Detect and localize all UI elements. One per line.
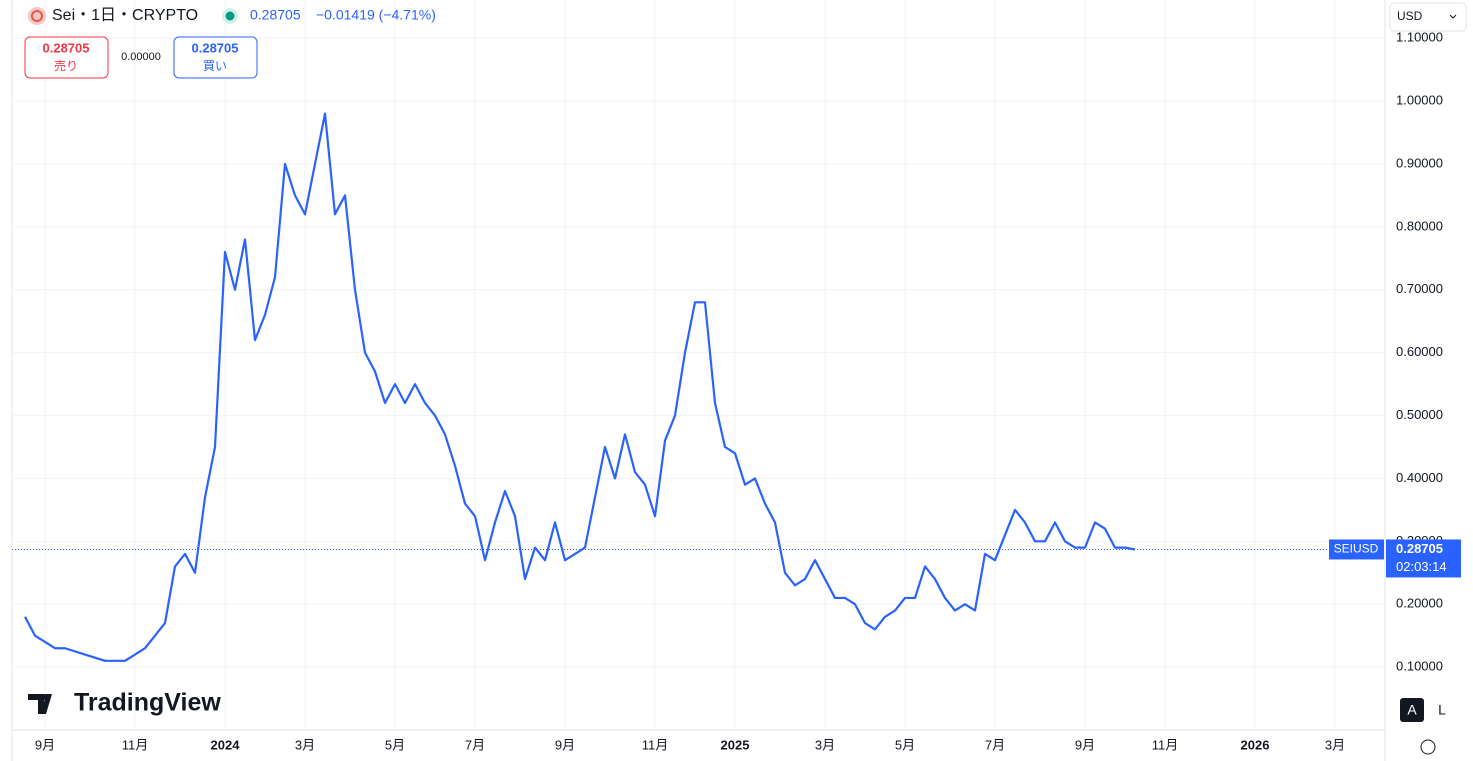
last-price: 0.28705 xyxy=(250,7,301,23)
y-tick-label: 0.10000 xyxy=(1396,659,1443,674)
sell-price: 0.28705 xyxy=(43,40,90,55)
symbol-tag xyxy=(1329,539,1384,560)
auto-scale-label: A xyxy=(1407,702,1417,718)
tv-logo xyxy=(28,694,52,714)
x-tick-label: 2024 xyxy=(211,737,241,752)
x-tick-label: 11月 xyxy=(122,737,149,752)
y-tick-label: 1.10000 xyxy=(1396,30,1443,45)
auto-scale-button[interactable] xyxy=(1400,698,1424,722)
x-tick-label: 2025 xyxy=(721,737,750,752)
x-tick-label: 9月 xyxy=(35,737,55,752)
x-tick-label: 9月 xyxy=(555,737,575,752)
x-tick-label: 7月 xyxy=(985,737,1005,752)
price-tag-value: 0.28705 xyxy=(1396,541,1443,556)
tv-logo-text: TradingView xyxy=(74,689,221,717)
y-tick-label: 0.20000 xyxy=(1396,596,1443,611)
symbol[interactable]: Sei・1日・CRYPTO xyxy=(52,7,198,24)
x-tick-label: 7月 xyxy=(465,737,485,752)
x-tick-label: 11月 xyxy=(1152,737,1179,752)
price-line xyxy=(24,112,1136,662)
y-tick-label: 0.40000 xyxy=(1396,470,1443,485)
buy-price: 0.28705 xyxy=(192,40,239,55)
settings-button[interactable] xyxy=(1420,739,1436,755)
price-change: −0.01419 (−4.71%) xyxy=(316,7,436,23)
sell-button[interactable] xyxy=(24,36,109,79)
buy-button[interactable] xyxy=(173,36,258,79)
x-tick-label: 11月 xyxy=(642,737,669,752)
x-tick-label: 5月 xyxy=(895,737,915,752)
price-tag xyxy=(1386,539,1461,578)
sell-label: 売り xyxy=(54,58,78,73)
symbol-logo xyxy=(28,7,46,25)
x-tick-label: 3月 xyxy=(1325,737,1345,752)
market-status-dot xyxy=(225,11,235,21)
x-tick-label: 3月 xyxy=(295,737,315,752)
dropdown-arrow xyxy=(1449,14,1457,19)
symbol-tag-label: SEIUSD xyxy=(1334,542,1379,556)
log-scale-button[interactable]: L xyxy=(1438,702,1446,718)
x-tick-label: 9月 xyxy=(1075,737,1095,752)
spread: 0.00000 xyxy=(121,51,161,63)
x-tick-label: 3月 xyxy=(815,737,835,752)
price-tag-countdown: 02:03:14 xyxy=(1396,559,1447,574)
buy-label: 買い xyxy=(203,59,227,73)
tv-logo-dot xyxy=(42,694,48,700)
symbol-logo-inner xyxy=(31,10,43,22)
y-tick-label: 0.80000 xyxy=(1396,218,1443,233)
y-tick-label: 0.60000 xyxy=(1396,344,1443,359)
x-tick-label: 5月 xyxy=(385,737,405,752)
y-tick-label: 0.90000 xyxy=(1396,155,1443,170)
y-tick-label: 1.00000 xyxy=(1396,93,1443,108)
currency-select[interactable] xyxy=(1389,2,1467,32)
x-tick-label: 2026 xyxy=(1241,737,1270,752)
y-tick-label: 0.50000 xyxy=(1396,407,1443,422)
currency: USD xyxy=(1397,9,1423,23)
y-tick-label: 0.70000 xyxy=(1396,281,1443,296)
